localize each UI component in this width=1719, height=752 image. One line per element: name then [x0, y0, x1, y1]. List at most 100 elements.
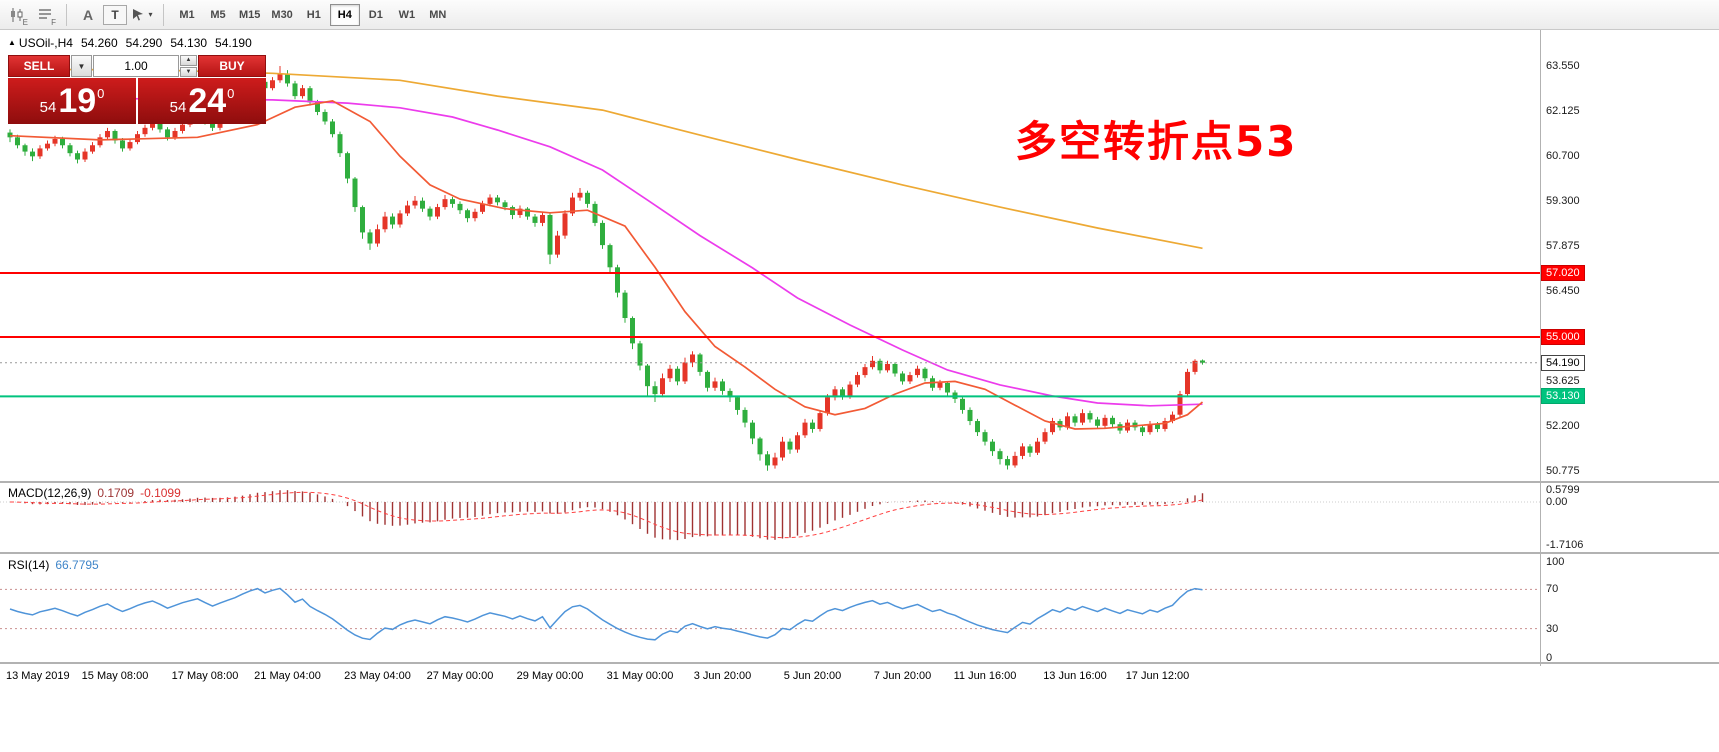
rsi-header: RSI(14) 66.7795 [8, 558, 99, 572]
macd-header: MACD(12,26,9) 0.1709 -0.1099 [8, 486, 181, 500]
trade-prices-row: 54 19 0 54 24 0 [8, 78, 266, 124]
ma-mid-line [9, 96, 1203, 407]
volume-increase-button[interactable]: ▲ [180, 55, 197, 66]
candlestick-chart-icon[interactable]: E [4, 3, 30, 27]
sell-price-sup: 0 [97, 85, 105, 101]
panel-separator [0, 662, 1719, 664]
rsi-line [9, 587, 1203, 641]
candles-series [7, 66, 1205, 471]
buy-price-int: 54 [169, 98, 187, 116]
time-tick-label: 31 May 00:00 [606, 670, 674, 682]
low-value: 54.130 [170, 36, 208, 50]
macd-axis-label: -1.7106 [1546, 538, 1584, 551]
macd-panel-canvas[interactable] [0, 483, 1540, 552]
timeframe-m1[interactable]: M1 [172, 4, 202, 26]
macd-signal-line [9, 491, 1203, 539]
price-badge: 57.020 [1541, 265, 1585, 281]
ma-fast-line [9, 100, 1204, 430]
time-tick-label: 3 Jun 20:00 [693, 670, 752, 682]
cursor-tool-button[interactable]: ▾ [129, 3, 155, 27]
price-axis-separator [1540, 30, 1541, 666]
volume-dropdown-button[interactable]: ▼ [71, 55, 92, 77]
macd-histogram [16, 490, 1204, 541]
icon-sub-letter: E [22, 17, 28, 27]
timeframe-m5[interactable]: M5 [203, 4, 233, 26]
chart-annotation-text: 多空转折点53 [1015, 117, 1298, 166]
price-tick-label: 57.875 [1546, 239, 1580, 252]
bars-chart-icon[interactable]: F [32, 3, 58, 27]
time-tick-label: 15 May 08:00 [81, 670, 149, 682]
trade-controls-row: SELL ▼ ▲ ▼ BUY [8, 55, 266, 77]
sell-price-dec: 19 [58, 82, 97, 120]
price-tick-label: 62.125 [1546, 105, 1580, 118]
timeframe-w1[interactable]: W1 [392, 4, 422, 26]
price-tick-label: 50.775 [1546, 464, 1580, 477]
timeframe-m15[interactable]: M15 [234, 4, 265, 26]
time-tick-label: 13 May 2019 [6, 670, 70, 682]
timeframe-m30[interactable]: M30 [266, 4, 297, 26]
toolbar: E F A T ▾ M1 M5 M15 M30 H1 H4 D1 W1 MN [0, 0, 1719, 30]
rsi-axis-label: 70 [1546, 583, 1559, 596]
price-tick-label: 56.450 [1546, 285, 1580, 298]
rsi-axis-label: 100 [1546, 556, 1565, 568]
text-tool-button[interactable]: T [103, 4, 127, 25]
open-value: 54.260 [80, 36, 118, 50]
time-tick-label: 23 May 04:00 [344, 670, 411, 682]
macd-title: MACD(12,26,9) [8, 486, 92, 500]
price-badge: 55.000 [1541, 329, 1585, 346]
timeframe-bar: M1 M5 M15 M30 H1 H4 D1 W1 MN [172, 3, 453, 26]
timeframe-mn[interactable]: MN [423, 4, 453, 26]
volume-input[interactable] [93, 55, 179, 77]
bars-glyph [39, 8, 51, 19]
volume-decrease-button[interactable]: ▼ [180, 66, 197, 77]
price-tick-label: 60.700 [1546, 150, 1580, 163]
price-badge: 53.130 [1541, 388, 1585, 405]
cursor-arrow-icon [133, 9, 144, 21]
price-badge: 54.190 [1541, 354, 1585, 371]
price-tick-label: 63.550 [1546, 60, 1580, 72]
time-tick-label: 17 Jun 12:00 [1125, 670, 1190, 682]
panel-separator[interactable] [0, 481, 1719, 483]
toolbar-separator [163, 3, 164, 26]
timeframe-d1[interactable]: D1 [361, 4, 391, 26]
icon-sub-letter: F [51, 17, 56, 27]
rsi-title: RSI(14) [8, 558, 50, 572]
time-tick-label: 7 Jun 20:00 [873, 670, 932, 682]
rsi-panel-canvas[interactable] [0, 555, 1540, 662]
chevron-down-icon: ▼ [77, 61, 86, 71]
macd-signal-value: -0.1099 [140, 486, 181, 500]
buy-price-box[interactable]: 54 24 0 [138, 78, 266, 124]
time-axis[interactable]: 13 May 2019 15 May 08:00 17 May 08:00 21 Ma… [0, 666, 1540, 688]
rsi-axis-label: 30 [1546, 622, 1559, 635]
timeframe-h4[interactable]: H4 [329, 3, 360, 26]
buy-button[interactable]: BUY [198, 55, 266, 77]
macd-main-value: 0.1709 [97, 486, 135, 500]
time-tick-label: 27 May 00:00 [426, 670, 494, 682]
rsi-value: 66.7795 [55, 558, 99, 572]
buy-price-sup: 0 [227, 85, 235, 101]
annotation-tool-button[interactable]: A [75, 3, 101, 27]
one-click-trade-panel: SELL ▼ ▲ ▼ BUY 54 19 0 54 24 0 [8, 55, 266, 124]
time-tick-label: 29 May 00:00 [516, 670, 584, 682]
sell-button[interactable]: SELL [8, 55, 70, 77]
toolbar-separator [66, 3, 67, 26]
time-tick-label: 21 May 04:00 [254, 670, 321, 682]
candlestick-glyph [11, 7, 23, 22]
sell-price-int: 54 [39, 98, 57, 116]
price-tick-label: 59.300 [1546, 194, 1580, 207]
buy-price-dec: 24 [188, 82, 227, 120]
sell-price-box[interactable]: 54 19 0 [8, 78, 136, 124]
high-value: 54.290 [125, 36, 163, 50]
symbol-ohlc-header: ▲ USOil-,H4 54.260 54.290 54.130 54.190 [8, 36, 252, 50]
volume-stepper: ▲ ▼ [180, 55, 197, 77]
time-tick-label: 13 Jun 16:00 [1043, 670, 1107, 682]
timeframe-h1[interactable]: H1 [299, 4, 329, 26]
symbol-marker-icon: ▲ [8, 38, 16, 47]
macd-axis-label: 0.5799 [1546, 484, 1580, 496]
symbol-timeframe-label: USOil-,H4 [18, 36, 73, 50]
panel-separator[interactable] [0, 552, 1719, 554]
price-tick-label: 53.625 [1546, 374, 1580, 387]
price-tick-label: 52.200 [1546, 419, 1580, 432]
macd-axis-label: 0.00 [1546, 496, 1568, 508]
close-value: 54.190 [215, 36, 252, 50]
